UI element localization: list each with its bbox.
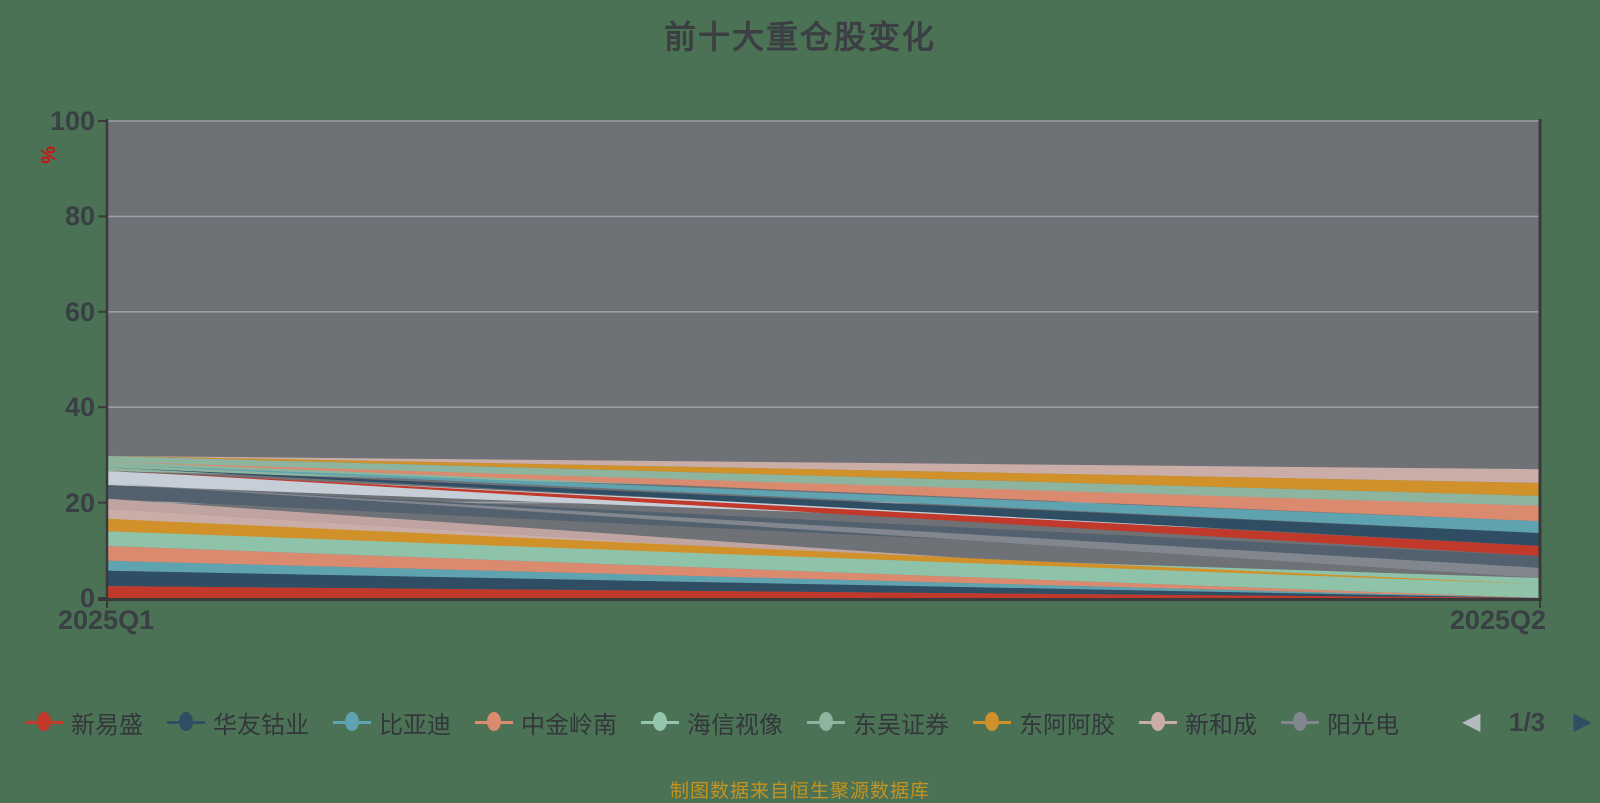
legend-item-8[interactable]: 新和成 <box>1139 705 1257 740</box>
legend-item-1[interactable]: 新易盛 <box>25 705 143 740</box>
legend-series-icon <box>333 712 371 732</box>
series-band-13 <box>107 455 1540 496</box>
legend-series-icon <box>973 712 1011 732</box>
legend-series-icon <box>807 712 845 732</box>
legend-label: 新和成 <box>1185 711 1257 739</box>
y-tick-label-0: 0 <box>79 583 95 613</box>
legend-item-3[interactable]: 比亚迪 <box>333 705 451 740</box>
legend-label: 阳光电源 <box>1327 711 1399 739</box>
legend-label: 新易盛 <box>71 711 143 739</box>
y-tick-label-80: 80 <box>64 201 95 232</box>
series-band-5 <box>107 546 1540 598</box>
legend-series-icon <box>1281 712 1319 732</box>
x-axis-label-2025q2: 2025Q2 <box>1449 605 1546 635</box>
data-source-footer: 制图数据来自恒生聚源数据库 <box>669 781 930 802</box>
series-band-15 <box>107 464 1540 534</box>
legend-series-icon <box>1139 712 1177 732</box>
chart-title: 前十大重仓股变化 <box>663 19 936 55</box>
series-band-6 <box>107 560 1540 598</box>
series-band-16 <box>107 467 1540 546</box>
legend-pagination: ◀ 1/3 ▶ <box>1462 702 1592 742</box>
legend-series-icon <box>25 712 63 732</box>
legend: 新易盛 华友钴业 比亚迪 中金岭南 海信视像 东吴证券 东阿阿胶 新和成 阳光电源 <box>25 702 1465 742</box>
legend-series-icon <box>641 712 679 732</box>
series-band-17 <box>107 470 1540 556</box>
holdings-stream-chart <box>98 119 1542 608</box>
series-band-14 <box>107 461 1540 522</box>
series-band-4 <box>107 531 1540 598</box>
series-band-10 <box>107 455 1540 506</box>
legend-series-icon <box>475 712 513 732</box>
legend-label: 华友钴业 <box>213 711 309 739</box>
legend-label: 海信视像 <box>687 711 783 739</box>
y-tick-label-40: 40 <box>64 392 95 423</box>
legend-series-icon <box>167 712 205 732</box>
legend-label: 中金岭南 <box>521 711 617 739</box>
legend-label: 东阿阿胶 <box>1019 711 1115 739</box>
series-band-12 <box>107 455 1540 483</box>
x-axis-label-2025q1: 2025Q1 <box>58 605 155 635</box>
y-tick-label-20: 20 <box>64 487 95 518</box>
legend-item-7[interactable]: 东阿阿胶 <box>973 705 1115 740</box>
series-band-7 <box>107 570 1540 598</box>
legend-label: 东吴证券 <box>853 711 949 739</box>
legend-next-icon[interactable]: ▶ <box>1573 708 1592 735</box>
legend-page-indicator: 1/3 <box>1508 706 1546 737</box>
series-band-8 <box>107 586 1540 598</box>
legend-prev-icon[interactable]: ◀ <box>1462 708 1481 735</box>
series-band-11 <box>107 483 1540 578</box>
legend-item-6[interactable]: 东吴证券 <box>807 705 949 740</box>
legend-item-2[interactable]: 华友钴业 <box>167 705 309 740</box>
legend-item-9[interactable]: 阳光电源 <box>1281 705 1399 740</box>
y-tick-label-100: 100 <box>49 106 95 136</box>
legend-label: 比亚迪 <box>379 711 451 739</box>
series-band-9 <box>107 518 1540 585</box>
legend-item-5[interactable]: 海信视像 <box>641 705 783 740</box>
legend-item-4[interactable]: 中金岭南 <box>475 705 617 740</box>
y-tick-label-60: 60 <box>64 296 95 327</box>
